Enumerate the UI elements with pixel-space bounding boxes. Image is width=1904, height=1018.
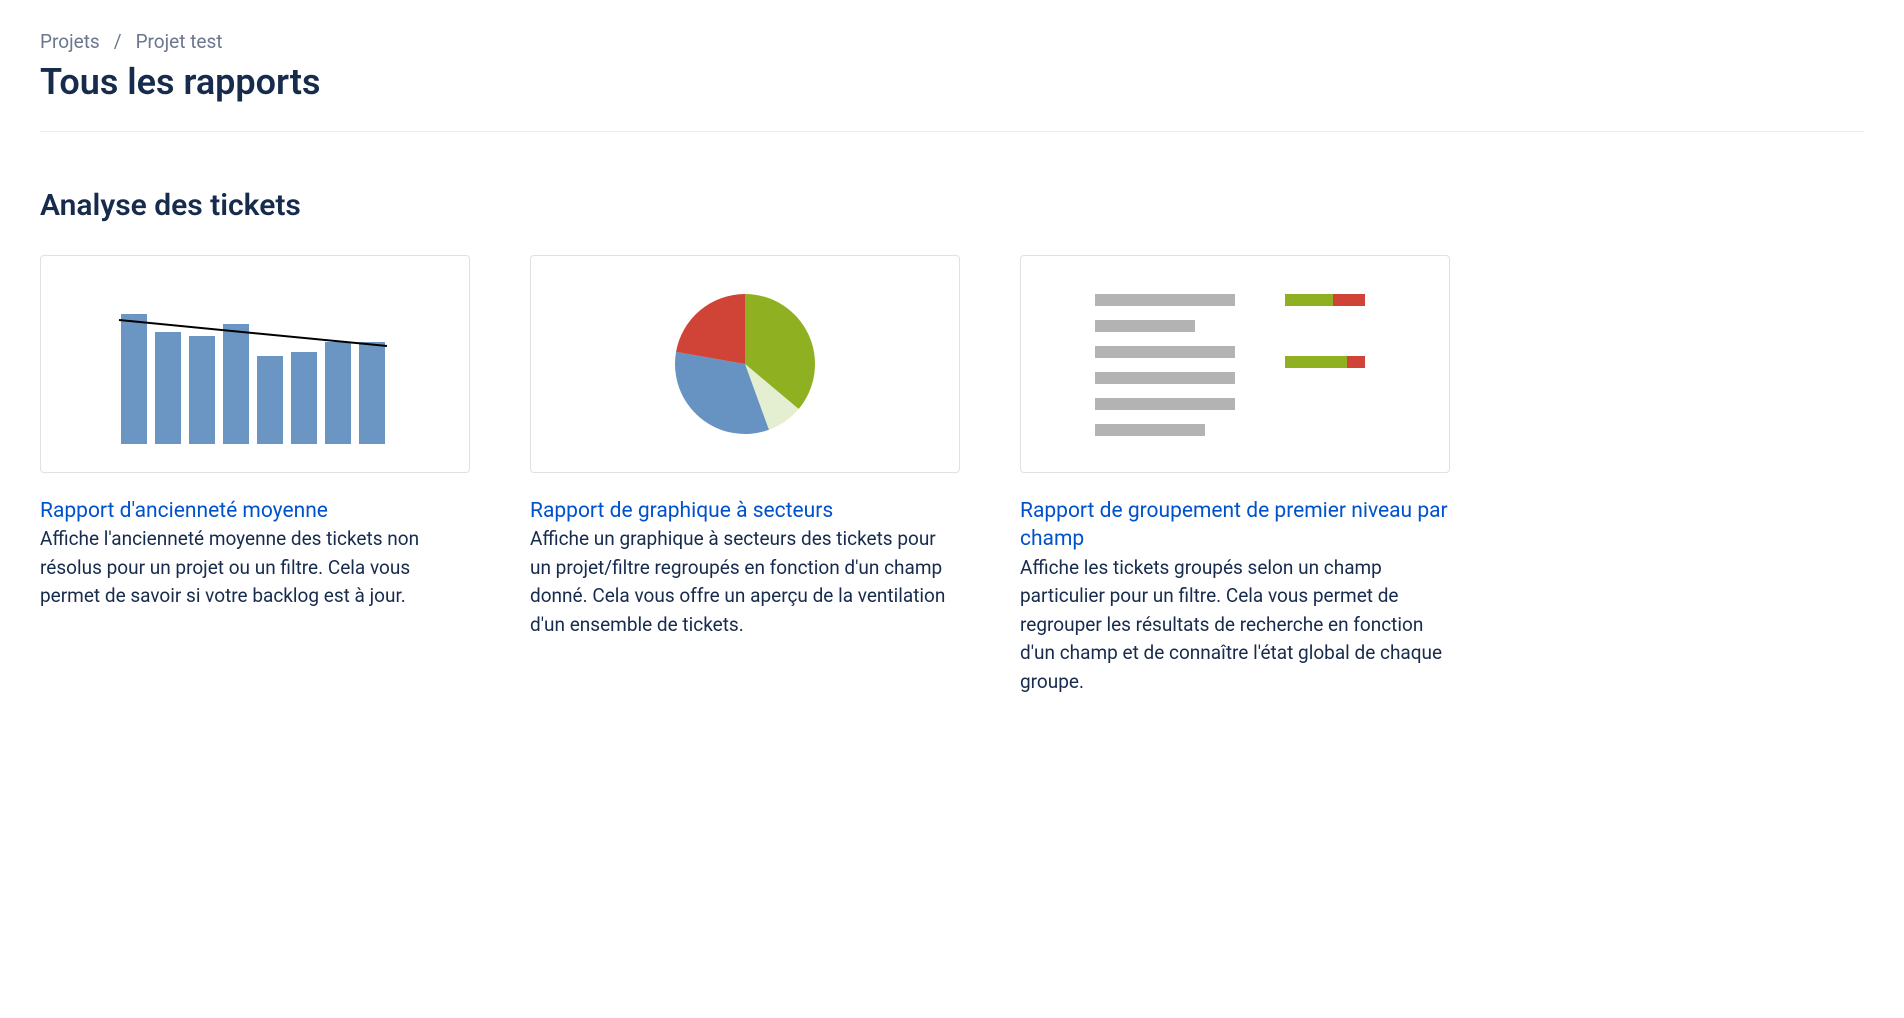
report-thumbnail-pie-chart[interactable] <box>530 255 960 473</box>
report-description: Affiche les tickets groupés selon un cha… <box>1020 554 1450 697</box>
report-description: Affiche l'ancienneté moyenne des tickets… <box>40 525 470 611</box>
breadcrumb-link-project[interactable]: Projet test <box>136 30 223 53</box>
report-thumbnail-single-level-group[interactable] <box>1020 255 1450 473</box>
report-link-pie-chart[interactable]: Rapport de graphique à secteurs <box>530 499 833 523</box>
report-thumbnail-average-age[interactable] <box>40 255 470 473</box>
divider <box>40 131 1864 132</box>
report-card-pie-chart: Rapport de graphique à secteurs Affiche … <box>530 255 960 639</box>
breadcrumb-separator: / <box>114 30 122 53</box>
report-description: Affiche un graphique à secteurs des tick… <box>530 525 960 639</box>
breadcrumb-link-projects[interactable]: Projets <box>40 30 100 53</box>
section-title: Analyse des tickets <box>40 188 1864 223</box>
report-cards: Rapport d'ancienneté moyenne Affiche l'a… <box>40 255 1864 696</box>
report-card-single-level-group: Rapport de groupement de premier niveau … <box>1020 255 1450 696</box>
breadcrumb: Projets / Projet test <box>40 30 1864 53</box>
grouped-list-icon <box>1085 284 1385 444</box>
pie-chart-icon <box>670 289 820 439</box>
report-link-single-level-group[interactable]: Rapport de groupement de premier niveau … <box>1020 499 1448 551</box>
report-card-average-age: Rapport d'ancienneté moyenne Affiche l'a… <box>40 255 470 611</box>
report-link-average-age[interactable]: Rapport d'ancienneté moyenne <box>40 499 328 523</box>
page-title: Tous les rapports <box>40 61 1864 103</box>
bar-chart-icon <box>115 284 395 444</box>
